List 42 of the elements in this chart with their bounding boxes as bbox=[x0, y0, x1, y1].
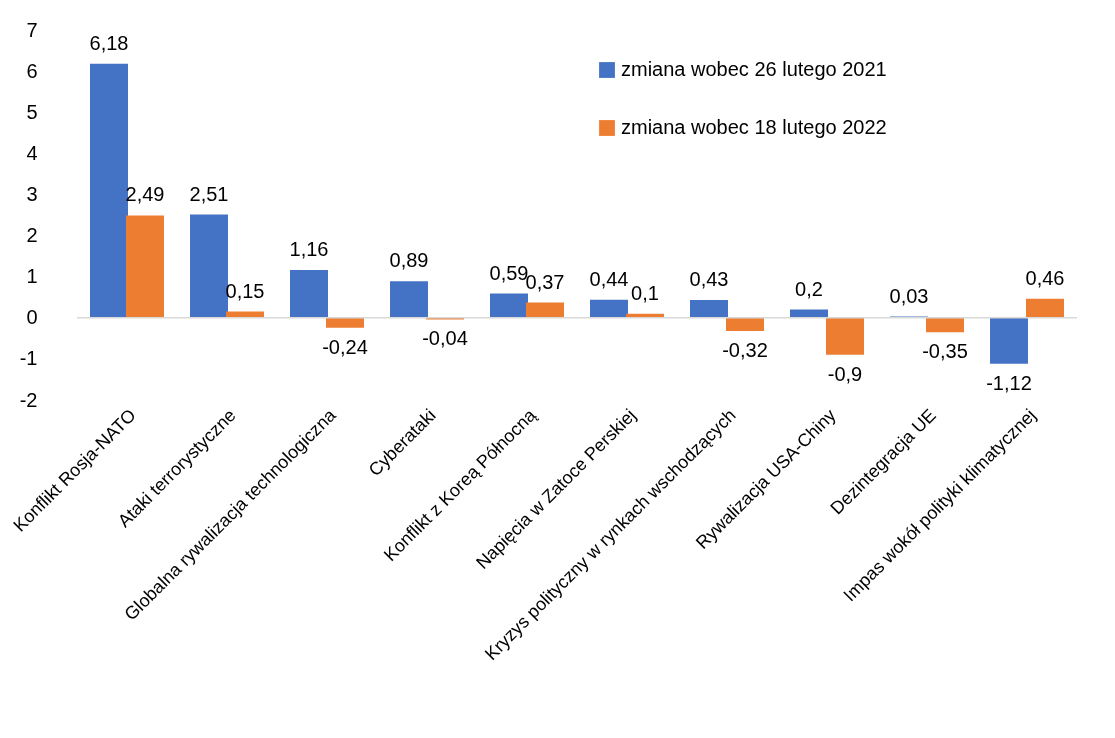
data-label: 6,18 bbox=[89, 31, 129, 54]
y-tick-label: 4 bbox=[26, 141, 38, 164]
bar bbox=[726, 317, 764, 331]
bar bbox=[590, 299, 628, 318]
y-tick-label: 1 bbox=[26, 265, 38, 288]
data-label: 0,1 bbox=[631, 281, 659, 304]
data-label: 0,43 bbox=[689, 268, 729, 291]
data-label: -0,24 bbox=[322, 335, 368, 358]
y-tick-label: -1 bbox=[19, 347, 38, 370]
bar bbox=[90, 63, 128, 318]
y-tick-label: 0 bbox=[26, 306, 38, 329]
data-label: -0,32 bbox=[722, 338, 768, 361]
data-label: 0,89 bbox=[389, 249, 429, 272]
data-label: 0,2 bbox=[795, 277, 823, 300]
data-label: -0,9 bbox=[827, 362, 863, 385]
bar bbox=[526, 302, 564, 318]
y-tick-label: 2 bbox=[26, 224, 38, 247]
data-label: 1,16 bbox=[289, 238, 329, 261]
bar bbox=[1026, 298, 1064, 318]
y-tick-label: -2 bbox=[19, 388, 38, 411]
bar bbox=[126, 215, 164, 318]
bar bbox=[490, 293, 528, 318]
bar bbox=[390, 281, 428, 318]
y-tick-label: 6 bbox=[26, 59, 38, 82]
data-label: -0,35 bbox=[922, 340, 968, 363]
bar bbox=[990, 317, 1028, 364]
data-label: 2,51 bbox=[189, 182, 229, 205]
data-label: 0,03 bbox=[889, 284, 929, 307]
data-label: -0,04 bbox=[422, 327, 468, 350]
y-tick-label: 7 bbox=[26, 18, 38, 41]
data-label: 0,44 bbox=[589, 267, 629, 290]
data-label: 0,46 bbox=[1025, 266, 1065, 289]
bar bbox=[826, 317, 864, 355]
y-tick-label: 5 bbox=[26, 100, 38, 123]
bar bbox=[290, 270, 328, 318]
data-label: -1,12 bbox=[986, 371, 1032, 394]
bar bbox=[690, 300, 728, 318]
legend-label: zmiana wobec 18 lutego 2022 bbox=[621, 116, 887, 138]
y-tick-label: 3 bbox=[26, 182, 38, 205]
bar bbox=[190, 214, 228, 318]
legend-label: zmiana wobec 26 lutego 2021 bbox=[621, 58, 887, 80]
bar bbox=[926, 317, 964, 333]
